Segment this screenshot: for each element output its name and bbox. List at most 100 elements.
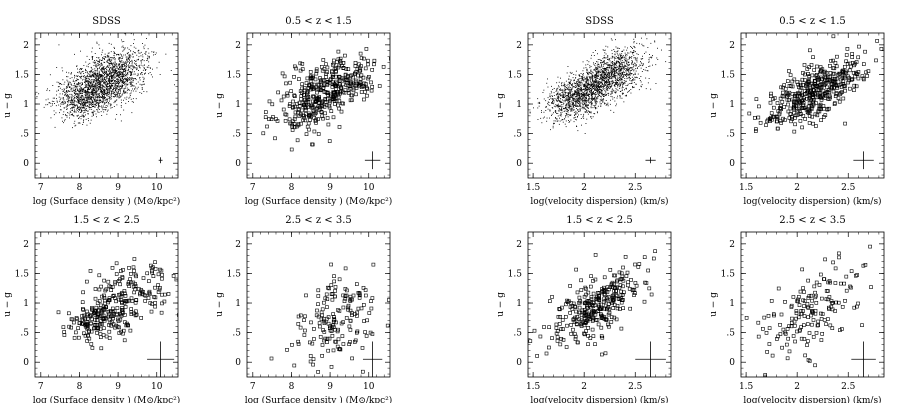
data-point [576,80,578,82]
data-point [321,116,325,121]
data-point [84,109,86,111]
data-point [581,100,583,102]
data-point [555,104,557,106]
data-point [619,65,621,67]
data-point [632,79,633,80]
data-point [605,92,607,94]
data-point [99,66,100,68]
data-point [310,142,315,147]
data-point [138,70,139,71]
data-point [594,81,596,83]
data-point [119,77,120,79]
data-point [73,99,75,101]
data-point [116,92,118,94]
data-point [308,70,313,74]
data-point [581,95,583,97]
data-point [78,99,80,101]
data-point [599,95,601,97]
data-point [655,83,657,84]
data-point [601,103,602,105]
data-point [100,90,102,92]
data-point [96,97,98,99]
data-point [577,102,578,104]
data-point [126,89,128,91]
data-point [64,94,66,96]
data-point [104,68,106,69]
data-point [578,99,580,101]
data-point [588,110,589,112]
data-point [79,99,81,101]
data-point [125,62,126,64]
data-point [88,97,90,99]
data-point [112,93,114,95]
data-point [117,68,119,70]
data-point [641,84,643,86]
data-point [603,79,604,81]
data-point [587,105,589,106]
data-point [89,97,91,99]
data-point [609,64,611,66]
data-point [324,103,329,107]
data-point [63,107,65,109]
data-point [618,70,620,72]
data-point [601,82,603,84]
data-point [551,85,552,87]
data-point [69,114,71,116]
data-point [124,87,126,89]
data-point [607,81,608,83]
data-point [575,83,577,85]
data-point [110,83,111,84]
data-point [90,89,92,91]
plot-frame [246,32,391,179]
data-point [106,99,108,101]
data-point [578,98,580,100]
data-point [66,98,68,100]
data-point [602,84,604,85]
data-point [109,96,110,98]
data-point [611,49,613,51]
data-point [593,113,595,114]
data-point [134,73,136,75]
data-point [78,109,80,111]
data-point [593,85,595,87]
data-point [610,85,612,87]
data-point [608,81,610,83]
data-point [111,76,112,78]
data-point [621,90,623,91]
data-point [628,52,630,54]
data-point [99,93,101,94]
data-point [296,110,300,115]
data-point [124,65,126,67]
data-point [609,78,611,80]
data-point [133,65,134,67]
data-point [81,95,82,97]
data-point [118,72,120,74]
data-point [57,89,59,91]
data-point [115,81,117,83]
data-point [138,56,140,58]
data-point [103,98,105,100]
data-point [145,69,147,70]
data-point [110,87,112,89]
data-point [87,89,88,91]
data-point [572,108,574,110]
data-point [84,99,85,100]
data-point [71,108,73,110]
data-point [573,98,575,99]
data-point [657,59,659,60]
data-point [137,86,139,88]
data-point [586,71,588,73]
data-point [126,66,127,67]
data-point [599,67,601,69]
data-point [615,75,617,76]
data-point [90,75,92,77]
data-point [99,96,101,98]
data-point [121,82,123,83]
data-point [654,41,656,43]
data-point [88,105,90,107]
data-point [107,103,109,105]
data-point [112,76,114,77]
data-point [591,102,593,104]
data-point [629,90,630,92]
data-point [559,89,561,91]
